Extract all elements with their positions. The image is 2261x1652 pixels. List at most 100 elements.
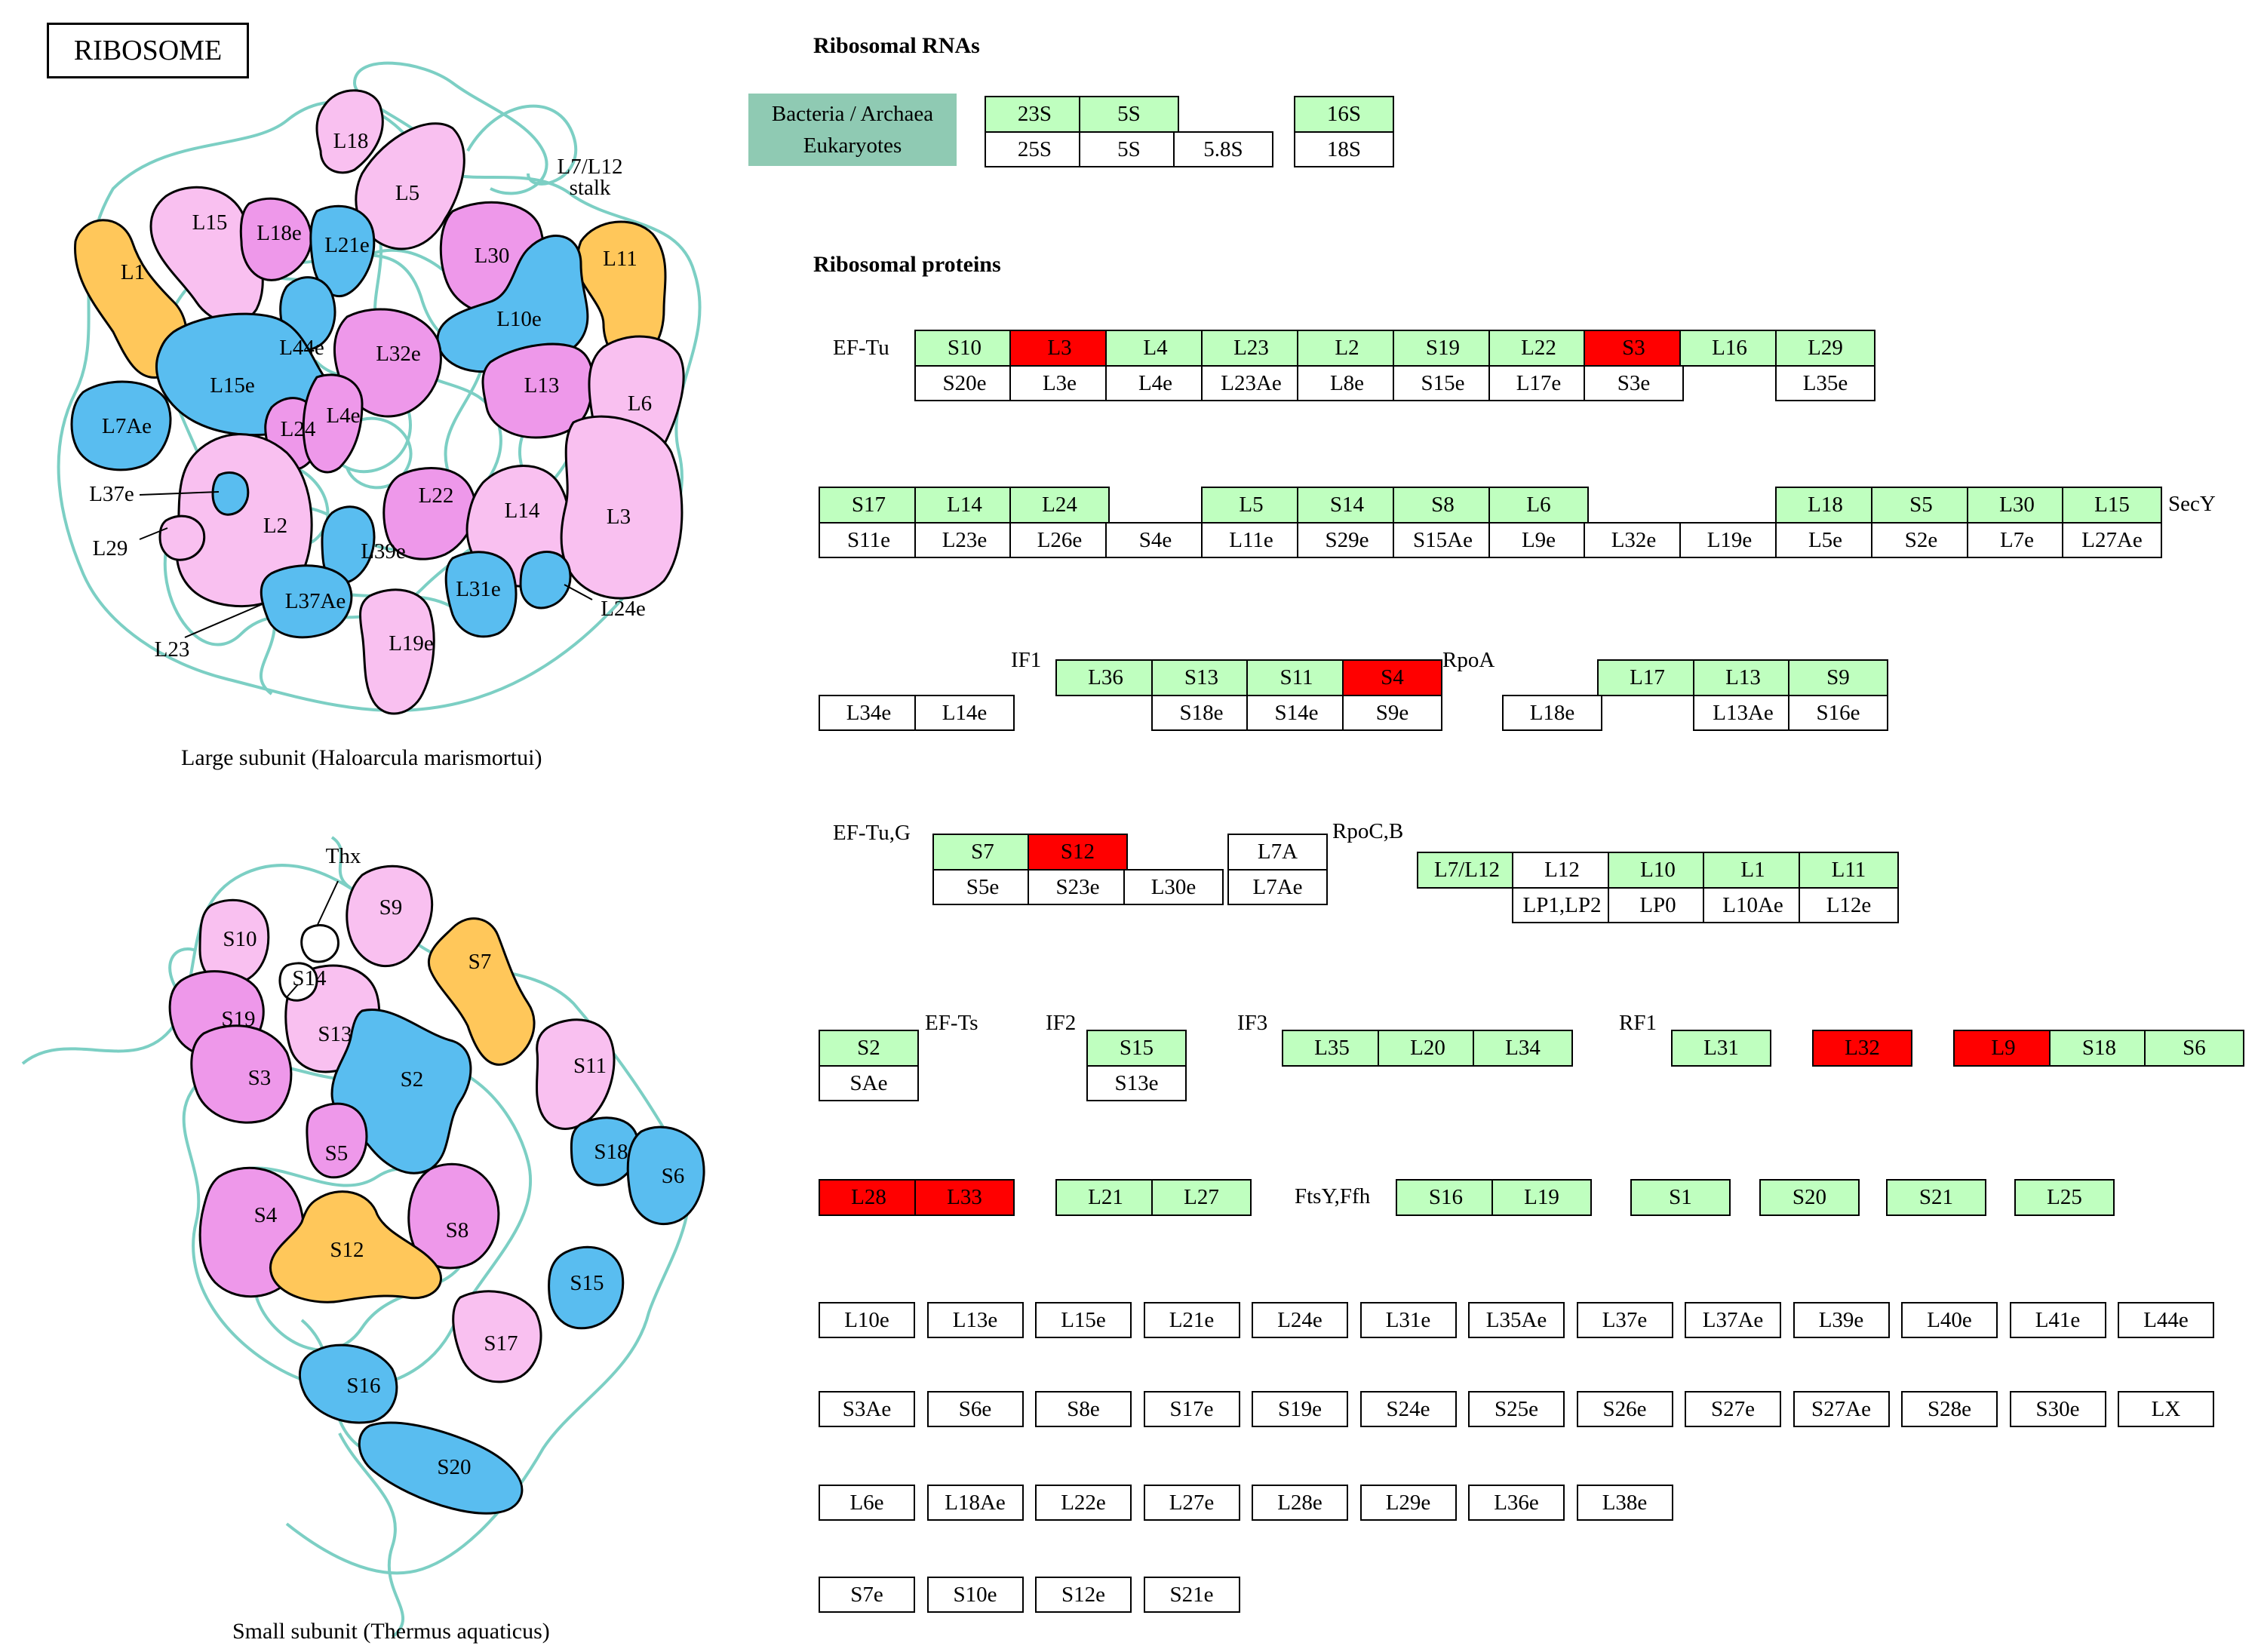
gene-box-l29e[interactable]: L29e — [1359, 1485, 1457, 1521]
gene-box-l7a[interactable]: L7A — [1227, 834, 1328, 871]
gene-box-l18ae[interactable]: L18Ae — [926, 1485, 1024, 1521]
gene-box-l35ae[interactable]: L35Ae — [1468, 1302, 1565, 1338]
gene-box-l34e[interactable]: L34e — [819, 695, 919, 731]
gene-box-s4[interactable]: S4 — [1342, 659, 1442, 696]
gene-box-l35[interactable]: L35 — [1282, 1030, 1382, 1067]
gene-box-l23[interactable]: L23 — [1201, 330, 1301, 367]
gene-box-l7e[interactable]: L7e — [1967, 522, 2067, 558]
gene-box-l40e[interactable]: L40e — [1901, 1302, 1998, 1338]
gene-box-l34[interactable]: L34 — [1473, 1030, 1573, 1067]
gene-box-l6[interactable]: L6 — [1488, 487, 1589, 524]
gene-box-s21e[interactable]: S21e — [1143, 1577, 1240, 1613]
gene-box-l19[interactable]: L19 — [1491, 1179, 1592, 1216]
gene-box-23s[interactable]: 23S — [985, 96, 1085, 133]
gene-box-s8[interactable]: S8 — [1393, 487, 1493, 524]
gene-box-l9e[interactable]: L9e — [1488, 522, 1589, 558]
gene-box-l30[interactable]: L30 — [1967, 487, 2067, 524]
gene-box-l16[interactable]: L16 — [1679, 330, 1780, 367]
gene-box-l28e[interactable]: L28e — [1252, 1485, 1348, 1521]
gene-box-s23e[interactable]: S23e — [1028, 869, 1128, 905]
gene-box-l23e[interactable]: L23e — [914, 522, 1015, 558]
gene-box-s30e[interactable]: S30e — [2009, 1391, 2106, 1427]
gene-box-s29e[interactable]: S29e — [1297, 522, 1397, 558]
gene-box-s2[interactable]: S2 — [819, 1030, 919, 1067]
gene-box-l19e[interactable]: L19e — [1679, 522, 1780, 558]
gene-box-l29[interactable]: L29 — [1775, 330, 1875, 367]
gene-box-s17e[interactable]: S17e — [1143, 1391, 1240, 1427]
gene-box-l11e[interactable]: L11e — [1201, 522, 1301, 558]
gene-box-l36[interactable]: L36 — [1055, 659, 1156, 696]
gene-box-l13e[interactable]: L13e — [926, 1302, 1024, 1338]
gene-box-l38e[interactable]: L38e — [1576, 1485, 1673, 1521]
gene-box-l27[interactable]: L27 — [1151, 1179, 1252, 1216]
gene-box-s14e[interactable]: S14e — [1246, 695, 1347, 731]
gene-box-s9[interactable]: S9 — [1788, 659, 1888, 696]
gene-box-lx[interactable]: LX — [2118, 1391, 2214, 1427]
gene-box-l32e[interactable]: L32e — [1584, 522, 1684, 558]
gene-box-l6e[interactable]: L6e — [819, 1485, 915, 1521]
gene-box-l13ae[interactable]: L13Ae — [1693, 695, 1793, 731]
gene-box-l21[interactable]: L21 — [1055, 1179, 1156, 1216]
gene-box-l41e[interactable]: L41e — [2009, 1302, 2106, 1338]
gene-box-l14e[interactable]: L14e — [914, 695, 1015, 731]
gene-box-l20[interactable]: L20 — [1378, 1030, 1478, 1067]
gene-box-s20e[interactable]: S20e — [914, 365, 1015, 401]
gene-box-l18[interactable]: L18 — [1775, 487, 1875, 524]
gene-box-l12[interactable]: L12 — [1512, 852, 1612, 889]
gene-box-l9[interactable]: L9 — [1953, 1030, 2054, 1067]
gene-box-l25[interactable]: L25 — [2014, 1179, 2115, 1216]
gene-box-25s[interactable]: 25S — [985, 131, 1085, 167]
gene-box-5s[interactable]: 5S — [1079, 131, 1179, 167]
gene-box-s3[interactable]: S3 — [1584, 330, 1684, 367]
gene-box-l26e[interactable]: L26e — [1009, 522, 1110, 558]
gene-box-s17[interactable]: S17 — [819, 487, 919, 524]
gene-box-l14[interactable]: L14 — [914, 487, 1015, 524]
gene-box-l27e[interactable]: L27e — [1143, 1485, 1240, 1521]
gene-box-16s[interactable]: 16S — [1294, 96, 1394, 133]
gene-box-s7[interactable]: S7 — [932, 834, 1033, 871]
gene-box-s18e[interactable]: S18e — [1151, 695, 1252, 731]
gene-box-l27ae[interactable]: L27Ae — [2062, 522, 2162, 558]
gene-box-s28e[interactable]: S28e — [1901, 1391, 1998, 1427]
gene-box-s15ae[interactable]: S15Ae — [1393, 522, 1493, 558]
gene-box-l2[interactable]: L2 — [1297, 330, 1397, 367]
gene-box-l5[interactable]: L5 — [1201, 487, 1301, 524]
gene-box-s21[interactable]: S21 — [1886, 1179, 1986, 1216]
gene-box-s24e[interactable]: S24e — [1359, 1391, 1457, 1427]
gene-box-l31e[interactable]: L31e — [1359, 1302, 1457, 1338]
gene-box-l37ae[interactable]: L37Ae — [1685, 1302, 1781, 1338]
gene-box-l22[interactable]: L22 — [1488, 330, 1589, 367]
gene-box-s8e[interactable]: S8e — [1035, 1391, 1132, 1427]
gene-box-s11[interactable]: S11 — [1246, 659, 1347, 696]
gene-box-sae[interactable]: SAe — [819, 1065, 919, 1101]
gene-box-s26e[interactable]: S26e — [1576, 1391, 1673, 1427]
gene-box-s20[interactable]: S20 — [1759, 1179, 1860, 1216]
gene-box-l36e[interactable]: L36e — [1468, 1485, 1565, 1521]
gene-box-l13[interactable]: L13 — [1693, 659, 1793, 696]
gene-box-l7ae[interactable]: L7Ae — [1227, 869, 1328, 905]
gene-box-s10e[interactable]: S10e — [926, 1577, 1024, 1613]
gene-box-s9e[interactable]: S9e — [1342, 695, 1442, 731]
gene-box-l15e[interactable]: L15e — [1035, 1302, 1132, 1338]
gene-box-18s[interactable]: 18S — [1294, 131, 1394, 167]
gene-box-s15[interactable]: S15 — [1086, 1030, 1187, 1067]
gene-box-l31[interactable]: L31 — [1671, 1030, 1771, 1067]
gene-box-s15e[interactable]: S15e — [1393, 365, 1493, 401]
gene-box-s7e[interactable]: S7e — [819, 1577, 915, 1613]
gene-box-l37e[interactable]: L37e — [1576, 1302, 1673, 1338]
gene-box-l11[interactable]: L11 — [1799, 852, 1899, 889]
gene-box-l3e[interactable]: L3e — [1009, 365, 1110, 401]
gene-box-l35e[interactable]: L35e — [1775, 365, 1875, 401]
gene-box-l10[interactable]: L10 — [1608, 852, 1708, 889]
gene-box-l17[interactable]: L17 — [1597, 659, 1697, 696]
gene-box-l7-l12[interactable]: L7/L12 — [1417, 852, 1517, 889]
gene-box-l12e[interactable]: L12e — [1799, 887, 1899, 923]
gene-box-s6[interactable]: S6 — [2144, 1030, 2244, 1067]
gene-box-l3[interactable]: L3 — [1009, 330, 1110, 367]
gene-box-s16[interactable]: S16 — [1396, 1179, 1496, 1216]
gene-box-s6e[interactable]: S6e — [926, 1391, 1024, 1427]
gene-box-s27ae[interactable]: S27Ae — [1793, 1391, 1890, 1427]
gene-box-l22e[interactable]: L22e — [1035, 1485, 1132, 1521]
gene-box-5s[interactable]: 5S — [1079, 96, 1179, 133]
gene-box-s14[interactable]: S14 — [1297, 487, 1397, 524]
